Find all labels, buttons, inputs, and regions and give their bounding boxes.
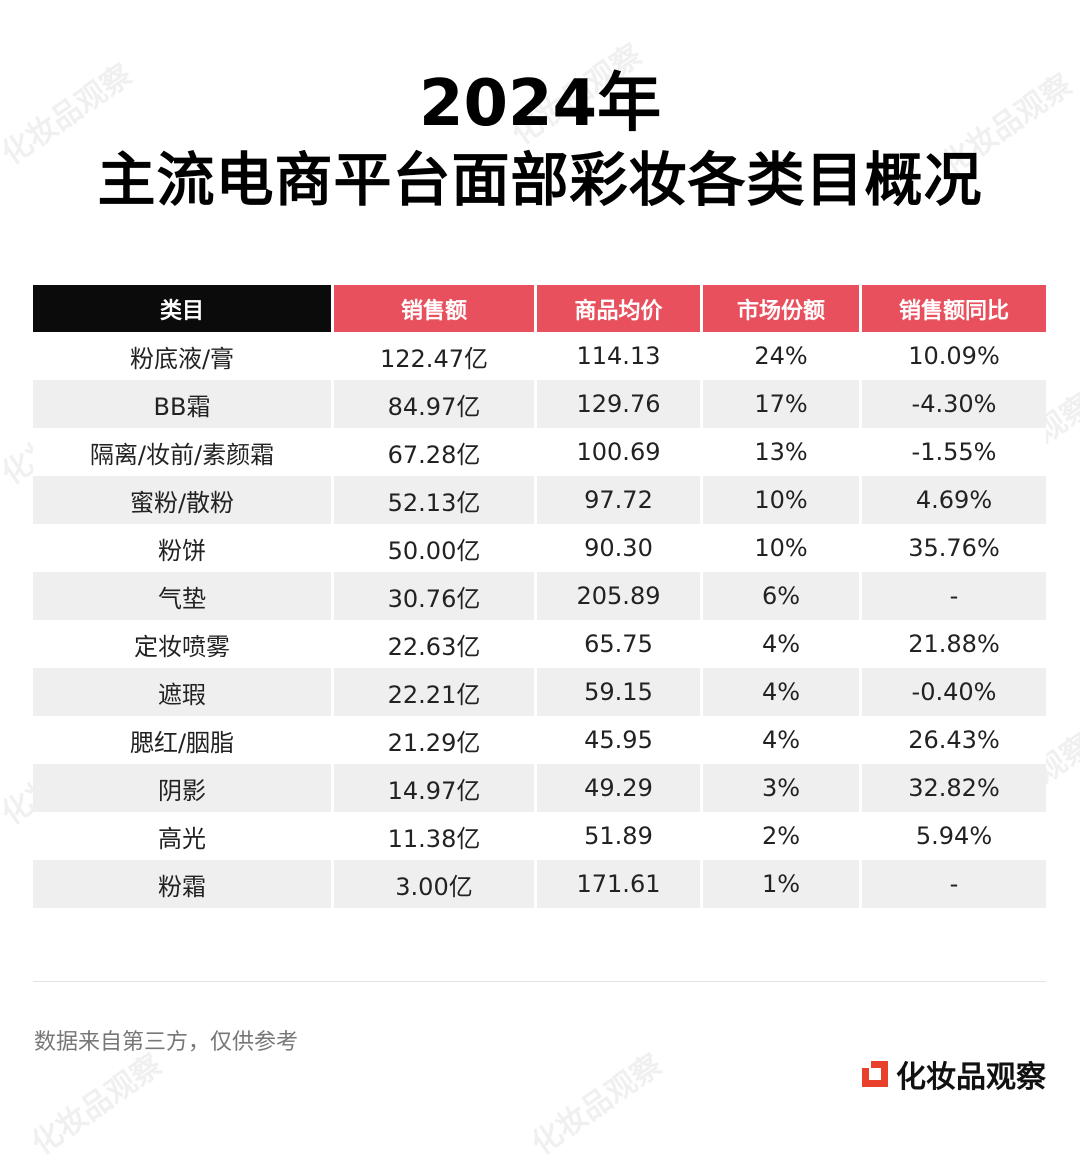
- cell-category: 粉饼: [33, 524, 334, 572]
- header-avg-price: 商品均价: [537, 285, 703, 332]
- cell-sales: 67.28亿: [334, 428, 537, 476]
- table-row: 定妆喷雾 22.63亿 65.75 4% 21.88%: [33, 620, 1046, 668]
- header-sales-yoy: 销售额同比: [862, 285, 1046, 332]
- cell-avg-price: 171.61: [537, 860, 703, 908]
- cell-avg-price: 90.30: [537, 524, 703, 572]
- table-row: 高光 11.38亿 51.89 2% 5.94%: [33, 812, 1046, 860]
- cell-sales-yoy: -4.30%: [862, 380, 1046, 428]
- watermark: 化妆品观察: [525, 1047, 669, 1163]
- cell-avg-price: 49.29: [537, 764, 703, 812]
- category-table: 类目 销售额 商品均价 市场份额 销售额同比 粉底液/膏 122.47亿 114…: [33, 285, 1046, 908]
- brand-name: 化妆品观察: [896, 1060, 1046, 1095]
- cell-market-share: 24%: [703, 332, 862, 380]
- header-sales: 销售额: [334, 285, 537, 332]
- cell-category: 遮瑕: [33, 668, 334, 716]
- cell-category: 蜜粉/散粉: [33, 476, 334, 524]
- cell-category: 气垫: [33, 572, 334, 620]
- cell-sales-yoy: -0.40%: [862, 668, 1046, 716]
- cell-category: 粉霜: [33, 860, 334, 908]
- cell-category: 腮红/胭脂: [33, 716, 334, 764]
- cell-sales: 21.29亿: [334, 716, 537, 764]
- cell-sales-yoy: -: [862, 860, 1046, 908]
- page-title: 2024年: [418, 67, 662, 141]
- source-note: 数据来自第三方，仅供参考: [34, 1030, 299, 1055]
- table-row: 遮瑕 22.21亿 59.15 4% -0.40%: [33, 668, 1046, 716]
- cell-avg-price: 45.95: [537, 716, 703, 764]
- cell-category: 粉底液/膏: [33, 332, 334, 380]
- cell-category: BB霜: [33, 380, 334, 428]
- cell-market-share: 4%: [703, 668, 862, 716]
- cell-sales: 50.00亿: [334, 524, 537, 572]
- cell-sales-yoy: 21.88%: [862, 620, 1046, 668]
- cell-avg-price: 97.72: [537, 476, 703, 524]
- cell-market-share: 4%: [703, 716, 862, 764]
- cell-avg-price: 65.75: [537, 620, 703, 668]
- table-row: BB霜 84.97亿 129.76 17% -4.30%: [33, 380, 1046, 428]
- cell-avg-price: 59.15: [537, 668, 703, 716]
- cell-sales: 11.38亿: [334, 812, 537, 860]
- table-row: 粉饼 50.00亿 90.30 10% 35.76%: [33, 524, 1046, 572]
- header-category: 类目: [33, 285, 334, 332]
- header-market-share: 市场份额: [703, 285, 862, 332]
- cell-sales: 30.76亿: [334, 572, 537, 620]
- cell-market-share: 6%: [703, 572, 862, 620]
- footer-divider: [33, 981, 1046, 982]
- cell-category: 阴影: [33, 764, 334, 812]
- watermark: 化妆品观察: [25, 1047, 169, 1163]
- cell-avg-price: 114.13: [537, 332, 703, 380]
- brand-logo-icon: [860, 1059, 890, 1089]
- cell-sales-yoy: 35.76%: [862, 524, 1046, 572]
- cell-market-share: 10%: [703, 476, 862, 524]
- cell-market-share: 3%: [703, 764, 862, 812]
- cell-sales-yoy: 10.09%: [862, 332, 1046, 380]
- table-header-row: 类目 销售额 商品均价 市场份额 销售额同比: [33, 285, 1046, 332]
- cell-market-share: 1%: [703, 860, 862, 908]
- cell-sales: 3.00亿: [334, 860, 537, 908]
- table-row: 隔离/妆前/素颜霜 67.28亿 100.69 13% -1.55%: [33, 428, 1046, 476]
- cell-sales: 22.21亿: [334, 668, 537, 716]
- table-row: 腮红/胭脂 21.29亿 45.95 4% 26.43%: [33, 716, 1046, 764]
- cell-market-share: 13%: [703, 428, 862, 476]
- cell-market-share: 10%: [703, 524, 862, 572]
- cell-avg-price: 100.69: [537, 428, 703, 476]
- cell-category: 定妆喷雾: [33, 620, 334, 668]
- brand-logo: 化妆品观察: [860, 1052, 1046, 1096]
- page-subtitle: 主流电商平台面部彩妆各类目概况: [97, 146, 983, 214]
- cell-sales-yoy: -: [862, 572, 1046, 620]
- cell-market-share: 2%: [703, 812, 862, 860]
- cell-market-share: 17%: [703, 380, 862, 428]
- table-row: 粉霜 3.00亿 171.61 1% -: [33, 860, 1046, 908]
- table-row: 阴影 14.97亿 49.29 3% 32.82%: [33, 764, 1046, 812]
- cell-avg-price: 205.89: [537, 572, 703, 620]
- cell-avg-price: 51.89: [537, 812, 703, 860]
- cell-category: 隔离/妆前/素颜霜: [33, 428, 334, 476]
- cell-sales-yoy: 32.82%: [862, 764, 1046, 812]
- cell-sales: 84.97亿: [334, 380, 537, 428]
- cell-sales-yoy: 26.43%: [862, 716, 1046, 764]
- cell-sales: 14.97亿: [334, 764, 537, 812]
- cell-sales-yoy: 4.69%: [862, 476, 1046, 524]
- cell-category: 高光: [33, 812, 334, 860]
- cell-sales: 52.13亿: [334, 476, 537, 524]
- cell-market-share: 4%: [703, 620, 862, 668]
- cell-sales: 122.47亿: [334, 332, 537, 380]
- table-row: 气垫 30.76亿 205.89 6% -: [33, 572, 1046, 620]
- cell-avg-price: 129.76: [537, 380, 703, 428]
- cell-sales-yoy: -1.55%: [862, 428, 1046, 476]
- table-row: 蜜粉/散粉 52.13亿 97.72 10% 4.69%: [33, 476, 1046, 524]
- cell-sales: 22.63亿: [334, 620, 537, 668]
- cell-sales-yoy: 5.94%: [862, 812, 1046, 860]
- table-row: 粉底液/膏 122.47亿 114.13 24% 10.09%: [33, 332, 1046, 380]
